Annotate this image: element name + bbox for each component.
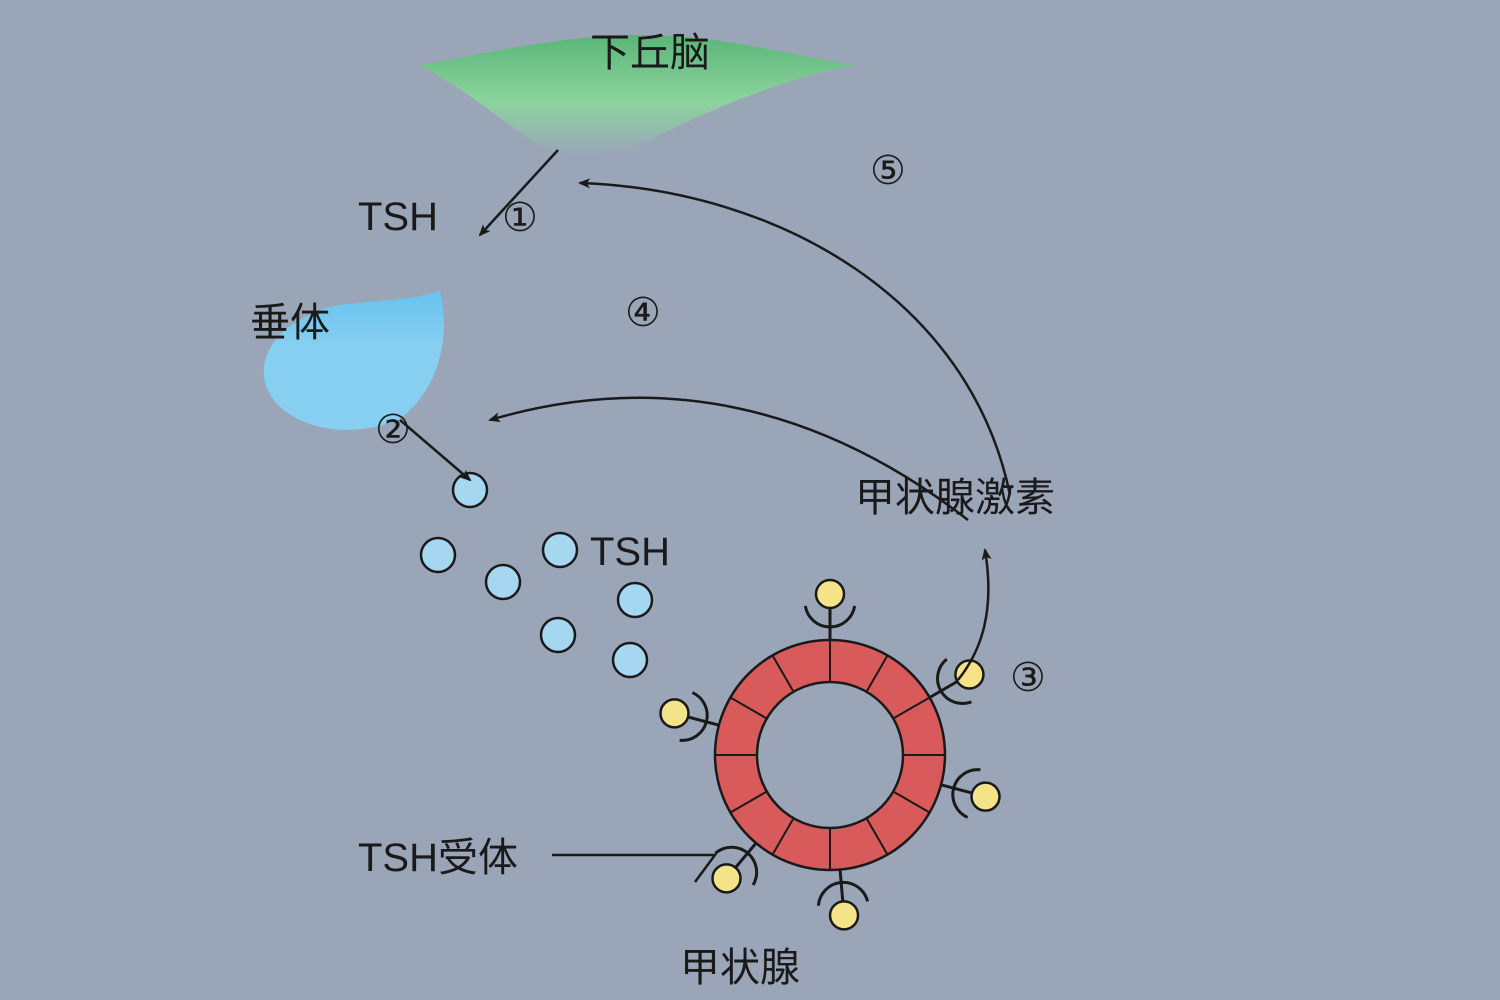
receptor-dot [972,783,1000,811]
tsh-dot [486,565,520,599]
label-thyroid-hormone: 甲状腺激素 [855,465,1055,523]
receptor-dot [660,699,688,727]
label-step4: ④ [625,290,661,336]
label-tsh-lower: TSH [590,530,670,575]
label-step1: ① [502,195,538,241]
label-step5: ⑤ [870,148,906,194]
label-pituitary: 垂体 [250,290,330,348]
tsh-dot [543,533,577,567]
label-step2: ② [375,407,411,453]
label-tsh-upper: TSH [358,195,438,240]
tsh-dot [421,538,455,572]
label-thyroid: 甲状腺 [680,935,800,993]
receptor-dot [816,580,844,608]
label-tsh-receptor: TSH受体 [358,825,518,883]
tsh-dot [613,643,647,677]
diagram-canvas: 下丘脑 垂体 TSH TSH TSH受体 甲状腺 甲状腺激素 ① ② ③ ④ ⑤ [0,0,1500,1000]
tsh-dot [618,583,652,617]
tsh-dot [541,618,575,652]
diagram-svg [0,0,1500,1000]
tsh-dot [453,473,487,507]
receptor-label-line [552,855,715,882]
arrow-5 [580,183,1010,495]
label-step3: ③ [1010,655,1046,701]
thyroid-inner [757,682,903,828]
receptor-dot [830,901,858,929]
label-hypothalamus: 下丘脑 [590,20,710,78]
receptor-dot [713,864,741,892]
